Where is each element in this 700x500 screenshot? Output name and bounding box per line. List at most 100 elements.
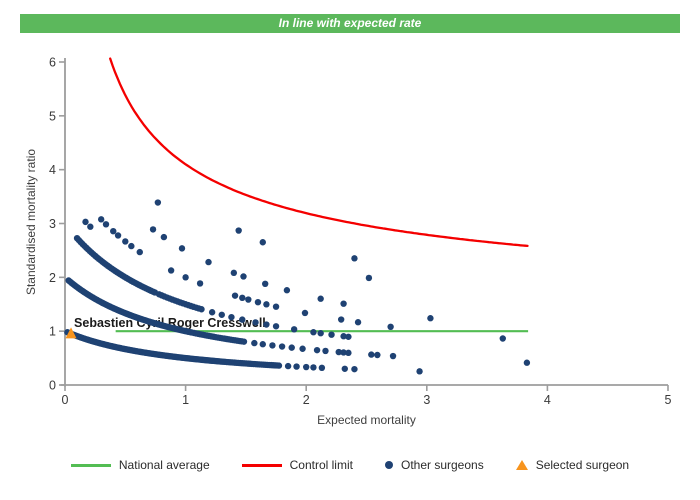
surgeon-dot: [102, 221, 110, 228]
other-surgeons-dot-icon: [384, 461, 393, 469]
surgeon-dot: [317, 330, 324, 337]
legend-item-national-average: National average: [70, 458, 210, 472]
national-average-line-icon: [70, 463, 111, 467]
x-tick-label: 1: [182, 393, 189, 407]
y-tick-label: 1: [49, 325, 56, 339]
surgeon-dot: [354, 319, 362, 326]
surgeon-dot: [337, 316, 345, 323]
surgeon-dot: [310, 329, 317, 336]
surgeon-dot: [322, 347, 329, 355]
surgeon-dot: [110, 227, 117, 235]
surgeon-dot: [301, 309, 309, 317]
surgeon-dot: [235, 227, 242, 234]
surgeon-dot: [341, 365, 348, 372]
surgeon-dot: [272, 323, 280, 330]
control-limit-curve: [109, 57, 529, 248]
surgeon-dot: [259, 239, 266, 246]
surgeon-dot: [178, 245, 186, 252]
selected-surgeon-marker: [65, 327, 77, 339]
y-tick-label: 5: [49, 109, 56, 123]
surgeon-dot: [239, 316, 246, 323]
surgeon-dot: [365, 274, 373, 282]
surgeon-dot: [340, 300, 347, 307]
y-tick-label: 0: [49, 379, 56, 393]
surgeon-dot: [278, 343, 286, 350]
surgeon-dot: [160, 233, 168, 241]
status-banner: In line with expected rate: [20, 14, 680, 33]
surgeon-dot: [263, 301, 270, 308]
surgeon-dot: [387, 323, 394, 331]
surgeon-dot: [340, 349, 347, 356]
surgeon-dot: [351, 255, 358, 262]
x-tick-label: 0: [62, 393, 69, 407]
surgeon-dot: [196, 280, 204, 287]
surgeon-dot: [114, 232, 122, 239]
legend-label: Other surgeons: [400, 458, 484, 472]
surgeon-dot: [205, 258, 212, 266]
surgeon-dot: [374, 351, 381, 359]
control-limit-line-icon: [241, 463, 282, 467]
x-tick-label: 3: [423, 393, 430, 407]
surgeon-dot: [340, 333, 347, 340]
legend: National average Control limit Other sur…: [0, 458, 700, 472]
surgeon-dot: [252, 319, 259, 326]
surgeon-dot: [245, 296, 252, 303]
legend-item-selected-surgeon: Selected surgeon: [515, 458, 630, 472]
surgeon-dot: [284, 362, 292, 370]
surgeon-dot: [154, 199, 162, 206]
surgeon-dot: [231, 292, 239, 299]
y-axis-title: Standardised mortality ratio: [24, 148, 38, 296]
surgeon-dot: [122, 238, 129, 245]
surgeon-dot: [261, 280, 269, 288]
surgeon-dot: [368, 351, 375, 358]
surgeon-dot: [182, 274, 189, 281]
surgeon-dot: [351, 365, 358, 373]
surgeon-dot: [239, 294, 246, 302]
x-tick-label: 4: [544, 393, 551, 407]
x-axis-title: Expected mortality: [317, 413, 416, 427]
y-tick-label: 3: [49, 217, 56, 231]
x-tick-label: 2: [303, 393, 310, 407]
legend-item-control-limit: Control limit: [241, 458, 353, 472]
surgeon-dot: [218, 311, 225, 318]
surgeon-dot: [416, 368, 423, 375]
surgeon-dot: [288, 344, 295, 351]
surgeon-dot: [427, 315, 434, 322]
surgeon-dot: [299, 345, 306, 352]
surgeon-dot: [149, 226, 157, 233]
surgeon-dot: [263, 321, 270, 328]
surgeon-dot: [275, 362, 283, 369]
surgeon-dot: [303, 363, 310, 371]
surgeon-dot: [82, 218, 89, 226]
surgeon-dot: [128, 242, 135, 250]
surgeon-dot: [283, 287, 291, 294]
surgeon-dot: [313, 346, 321, 354]
surgeon-dot: [254, 298, 262, 306]
y-tick-label: 6: [49, 56, 56, 70]
surgeon-dot: [240, 273, 247, 280]
y-tick-label: 2: [49, 271, 56, 285]
surgeon-dot: [499, 335, 506, 342]
legend-label: National average: [118, 458, 210, 472]
surgeon-dot: [317, 295, 324, 302]
x-tick-label: 5: [665, 393, 672, 407]
surgeon-dot: [345, 333, 352, 340]
surgeon-dot: [328, 331, 335, 338]
surgeon-dot: [310, 364, 317, 371]
surgeon-dot: [523, 359, 531, 366]
surgeon-dot: [269, 342, 276, 349]
surgeon-dot: [335, 348, 342, 356]
surgeon-dot: [230, 269, 238, 277]
surgeon-dot: [290, 326, 298, 333]
legend-item-other-surgeons: Other surgeons: [384, 458, 484, 472]
surgeon-dot: [167, 267, 175, 274]
surgeon-dot: [136, 248, 143, 256]
surgeon-dot: [87, 223, 94, 230]
surgeon-dot: [272, 303, 280, 310]
surgeon-dot: [318, 364, 326, 372]
surgeon-dot: [240, 338, 248, 345]
surgeon-dot: [251, 339, 258, 347]
legend-label: Selected surgeon: [535, 458, 630, 472]
